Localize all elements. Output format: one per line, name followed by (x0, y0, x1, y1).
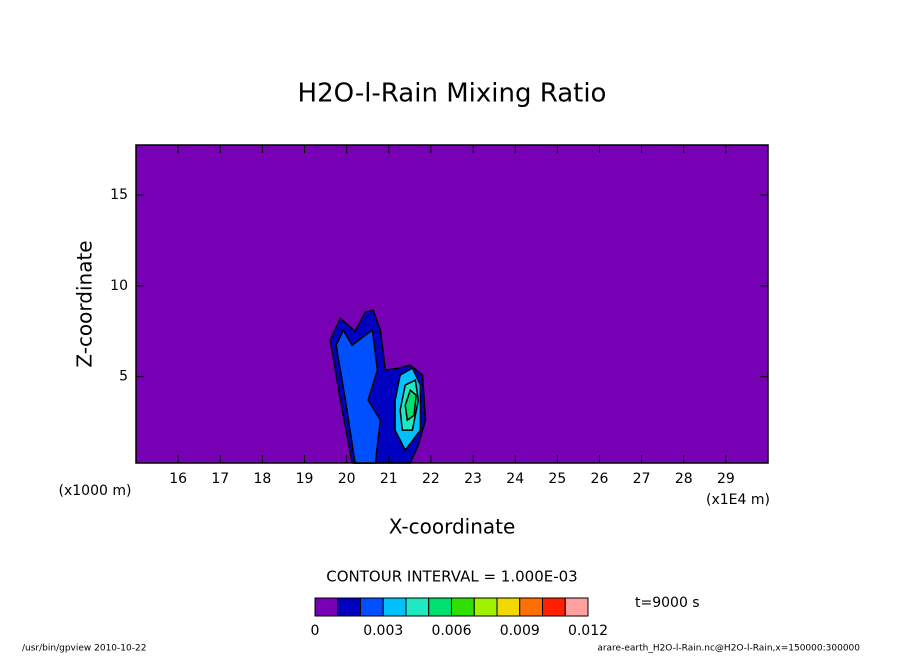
colorbar-box (519, 597, 543, 617)
x-axis-label: X-coordinate (389, 515, 516, 539)
x-tick-label: 18 (253, 471, 271, 487)
colorbar-box (314, 597, 339, 617)
x-tick-label: 17 (211, 471, 229, 487)
x-tick-label: 27 (633, 471, 651, 487)
plot-background (136, 145, 768, 463)
colorbar-box (542, 597, 566, 617)
colorbar-box (360, 597, 384, 617)
plot-frame (135, 144, 769, 464)
colorbar-tick-label: 0.003 (363, 623, 403, 639)
footer-left: /usr/bin/gpview 2010-10-22 (22, 644, 146, 654)
x-tick-label: 26 (591, 471, 609, 487)
contour-region (404, 388, 417, 422)
x-tick-label: 21 (380, 471, 398, 487)
contour-region (335, 328, 382, 464)
colorbar-box (473, 597, 498, 617)
colorbar-box (382, 597, 407, 617)
y-tick-label: 10 (110, 278, 128, 294)
x-tick-label: 22 (422, 471, 440, 487)
x-unit: (x1E4 m) (706, 492, 770, 508)
colorbar-box (564, 597, 589, 617)
contour-interval: CONTOUR INTERVAL = 1.000E-03 (326, 568, 577, 586)
colorbar-box (496, 597, 521, 617)
y-tick-label: 15 (110, 187, 128, 203)
footer-right: arare-earth_H2O-l-Rain.nc@H2O-l-Rain,x=1… (597, 644, 860, 654)
y-axis-label: Z-coordinate (73, 240, 97, 367)
x-tick-label: 24 (506, 471, 524, 487)
colorbar-box (428, 597, 452, 617)
x-tick-label: 20 (338, 471, 356, 487)
y-unit: (x1000 m) (59, 483, 132, 499)
chart-title: H2O-l-Rain Mixing Ratio (298, 79, 607, 109)
x-tick-label: 25 (548, 471, 566, 487)
x-tick-label: 28 (675, 471, 693, 487)
x-tick-label: 23 (464, 471, 482, 487)
colorbar-tick-label: 0.009 (500, 623, 540, 639)
x-tick-label: 29 (717, 471, 735, 487)
colorbar-box (337, 597, 361, 617)
x-tick-label: 16 (169, 471, 187, 487)
x-tick-label: 19 (296, 471, 314, 487)
time-label: t=9000 s (635, 595, 700, 611)
colorbar-tick-label: 0 (311, 623, 320, 639)
colorbar-tick-label: 0.006 (431, 623, 471, 639)
colorbar-box (451, 597, 475, 617)
colorbar-tick-label: 0.012 (568, 623, 608, 639)
colorbar-box (405, 597, 430, 617)
y-tick-label: 5 (119, 369, 128, 385)
